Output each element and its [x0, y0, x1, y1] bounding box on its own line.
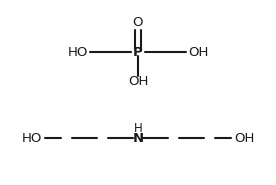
Text: HO: HO: [68, 46, 88, 59]
Text: P: P: [133, 46, 143, 59]
Text: O: O: [133, 16, 143, 29]
Text: OH: OH: [234, 132, 255, 144]
Text: HO: HO: [21, 132, 42, 144]
Text: N: N: [132, 132, 144, 144]
Text: OH: OH: [128, 75, 148, 88]
Text: OH: OH: [188, 46, 208, 59]
Text: H: H: [134, 122, 142, 134]
